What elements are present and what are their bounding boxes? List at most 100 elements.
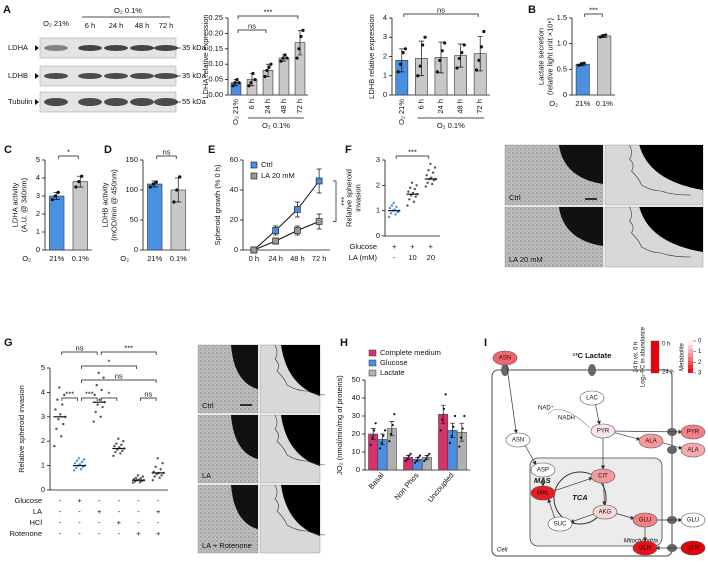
significance-bracket <box>61 351 98 355</box>
x-tick-label: 24 h <box>263 99 272 114</box>
data-point <box>428 452 431 455</box>
data-point <box>73 461 77 465</box>
y-tick-label: 2 <box>41 436 45 445</box>
condition-value: - <box>157 496 160 505</box>
data-point <box>80 460 84 464</box>
y-tick-label: 0 <box>356 465 360 474</box>
blot-timepoint: 48 h <box>135 21 150 30</box>
metabolite <box>590 423 616 439</box>
x-tick-label: Uncoupled <box>426 471 456 504</box>
condition-value: + <box>136 529 141 538</box>
data-point <box>77 180 81 184</box>
data-point <box>414 195 417 198</box>
x-tick-label: 6 h <box>247 99 256 109</box>
x-tick-label: 0.1% <box>170 254 187 263</box>
data-point <box>249 81 253 85</box>
data-point <box>450 434 453 437</box>
data-point <box>263 74 267 79</box>
data-point <box>152 470 155 473</box>
condition-value: + <box>156 529 161 538</box>
significance-bracket <box>58 155 79 159</box>
data-point <box>391 423 394 427</box>
y-axis-label: JO₂ (nmol/min/mg of proteins) <box>335 375 344 475</box>
blot-band-name: LDHB <box>8 71 28 80</box>
metabolite-label: LAC <box>586 396 598 402</box>
x-tick-label: 0.1% <box>596 99 613 108</box>
data-point <box>388 206 392 210</box>
metabolite-label: PYR <box>687 430 700 436</box>
blot-timepoint: 6 h <box>85 21 95 30</box>
condition-value: - <box>118 507 121 516</box>
condition-name: Glucose <box>14 496 42 505</box>
y-tick-label: 0 <box>383 90 387 99</box>
significance-label: ns <box>163 147 171 156</box>
colorbar-step <box>688 345 693 349</box>
significance-label: *** <box>264 7 273 16</box>
condition-name: LA (mM) <box>349 253 378 262</box>
significance-label: ns <box>76 343 84 352</box>
condition-value: - <box>78 518 81 527</box>
group-label: O₂ 0.1% <box>437 121 465 130</box>
series-line <box>253 221 320 251</box>
data-point <box>82 458 86 461</box>
data-point <box>59 413 62 416</box>
metabolite-label: PYR <box>597 429 610 435</box>
data-point <box>74 185 78 189</box>
data-point <box>412 200 416 203</box>
x-tick-label: 0 h <box>249 254 259 263</box>
data-point <box>393 413 396 416</box>
data-point <box>441 418 444 421</box>
error-bar <box>457 43 464 68</box>
series-marker <box>294 206 301 213</box>
metabolite <box>680 540 706 556</box>
bar <box>597 35 612 96</box>
data-point <box>421 43 425 47</box>
metabolite-label: GLU <box>687 518 699 524</box>
metabolite <box>492 350 518 366</box>
pathway-arrow <box>506 364 518 434</box>
condition-value: + <box>429 242 434 251</box>
pathway-label: TCA <box>572 493 587 502</box>
x-tick-label: 0.1% <box>72 254 89 263</box>
condition-value: - <box>78 529 81 538</box>
data-point <box>603 33 608 37</box>
data-point <box>117 437 120 440</box>
data-point <box>134 476 138 479</box>
pathway-arrow <box>569 513 595 524</box>
condition-value: - <box>118 529 121 538</box>
x-tick-label: O₂ 21% <box>397 99 406 125</box>
series-marker <box>315 177 323 185</box>
colorbar-step <box>688 349 693 353</box>
legend-label: Lactate <box>380 368 405 377</box>
data-point <box>409 186 412 190</box>
data-point <box>139 477 143 480</box>
spheroid <box>558 207 603 246</box>
data-point <box>382 434 385 437</box>
x-tick-label: O₂ 21% <box>231 99 240 125</box>
data-point <box>374 422 377 425</box>
data-point <box>389 212 393 215</box>
data-point <box>429 162 432 165</box>
colorbar-step <box>688 365 693 369</box>
y-tick-label: 3 <box>383 32 387 41</box>
data-point <box>453 414 457 418</box>
y-tick-label: 40 <box>352 393 360 402</box>
data-point <box>457 56 461 61</box>
condition-value: - <box>59 507 62 516</box>
data-point <box>418 64 422 68</box>
spheroid <box>558 145 603 184</box>
x-tick-label: 21% <box>147 254 162 263</box>
data-point <box>93 393 96 397</box>
data-point <box>118 446 121 449</box>
data-point <box>455 66 459 70</box>
metabolite-label: ASP <box>537 468 549 474</box>
data-point <box>233 81 237 85</box>
blot-band-name: LDHA <box>8 43 28 52</box>
data-point <box>98 398 101 401</box>
data-point <box>462 43 466 47</box>
condition-value: - <box>118 496 121 505</box>
y-tick-label: 0 <box>563 90 567 99</box>
pathway-arrow <box>661 442 683 450</box>
data-point <box>401 51 405 55</box>
